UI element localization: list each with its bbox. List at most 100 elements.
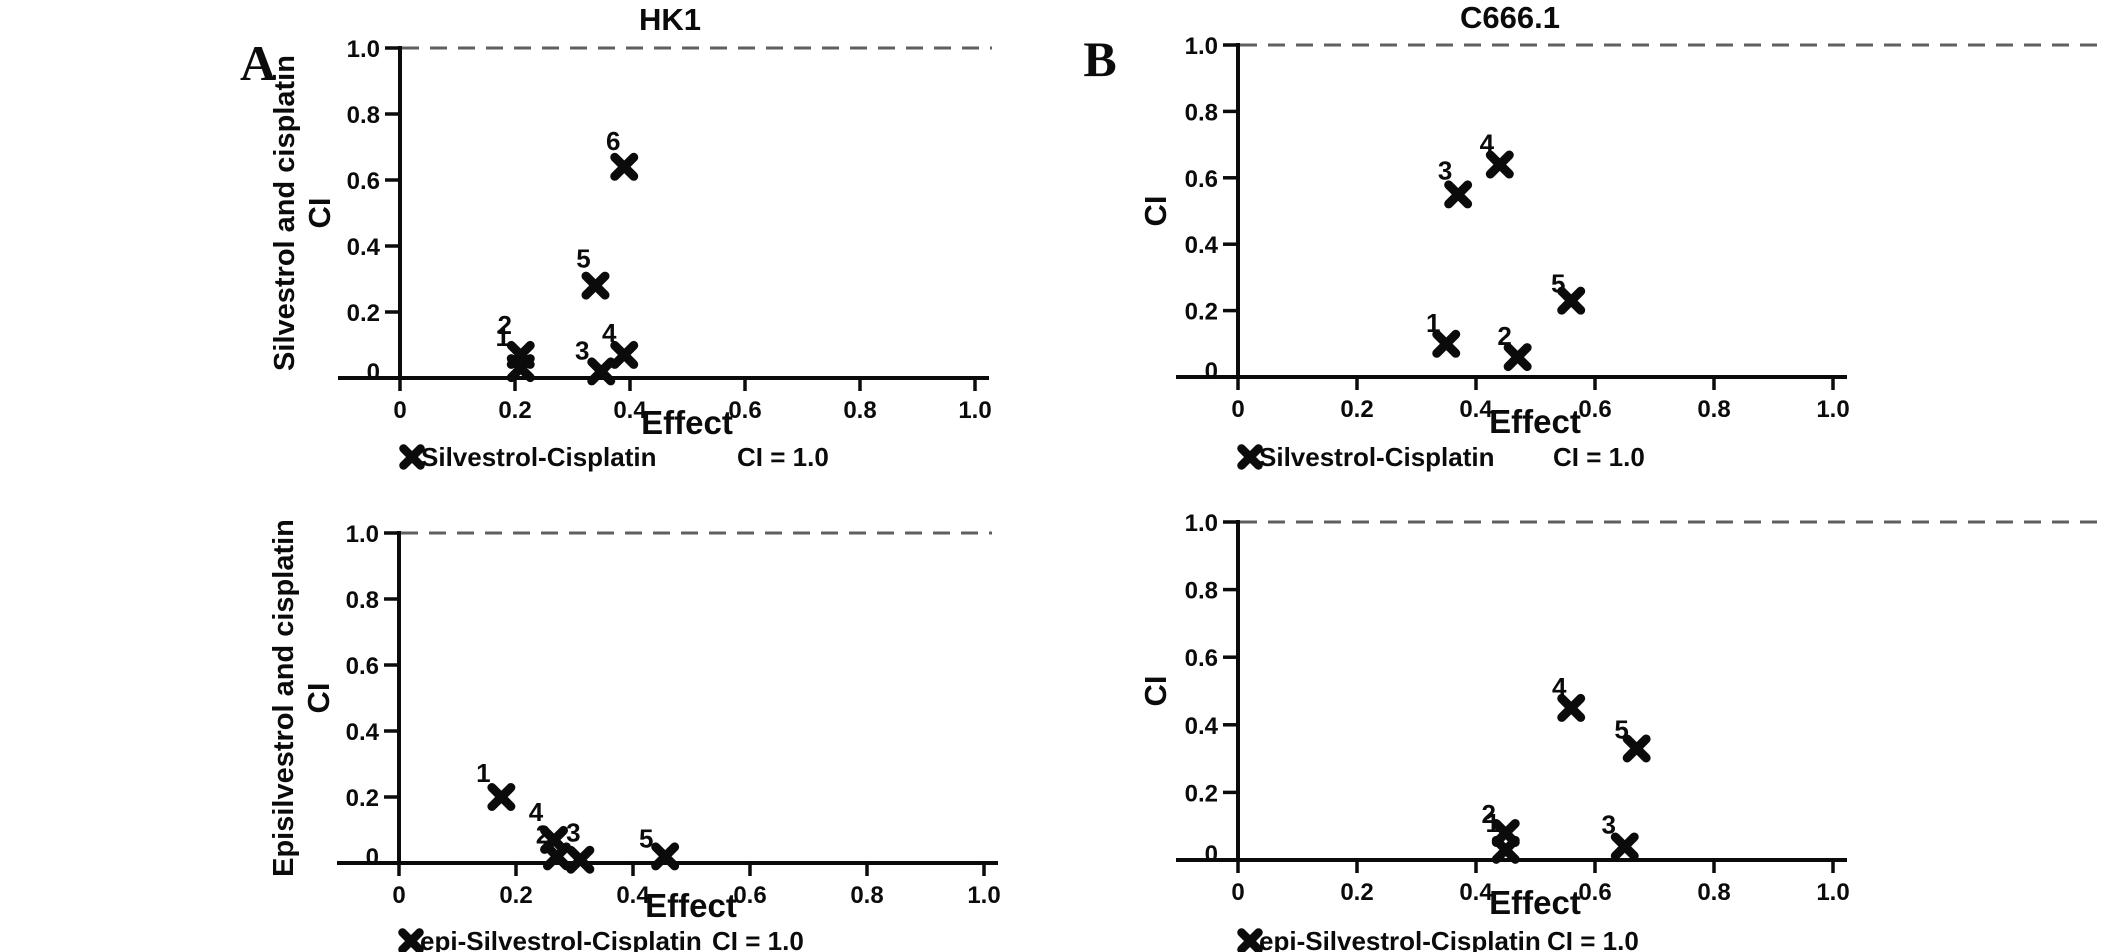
x-tick-label: 0.6 [1578,396,1611,423]
data-point-label: 2 [498,310,512,340]
legend-series-label: Silvestrol-Cisplatin [421,442,657,472]
data-point-label: 3 [566,818,580,848]
y-tick-label: 0.4 [1185,713,1219,740]
y-axis-label-ci: CI [302,198,337,229]
x-tick-label: 0.2 [1340,396,1373,423]
legend: epi-Silvestrol-Cisplatin CI = 1.0 [1237,926,1639,952]
x-tick-label: 0.4 [1459,879,1493,906]
x-tick-label: 0.4 [1459,396,1493,423]
panel-hk1-episilvestrol: 0 0.2 0.4 0.6 0.8 1.000.20.40.60.81.0EffectCI… [268,519,1001,952]
data-point-label: 6 [606,126,620,156]
data-point-label: 4 [1552,672,1567,702]
x-axis-label: Effect [641,404,733,441]
data-point-1: 1 [476,758,516,811]
x-tick-label: 0.4 [616,882,650,909]
x-tick-label: 0.2 [499,882,532,909]
legend-ci-label: CI = 1.0 [1553,442,1645,472]
y-tick-label: 0.4 [347,234,381,261]
x-tick-label: 0 [1231,396,1244,423]
data-point-label: 2 [1497,321,1511,351]
data-point-label: 5 [576,244,590,274]
panel-letter: B [1083,31,1116,87]
x-tick-label: 0.8 [843,397,876,424]
y-tick-label: 0 [1205,841,1218,868]
legend-x-cross-marker [399,444,425,470]
data-point-marker [1557,286,1586,315]
panel-letter: A [240,35,276,91]
x-tick-label: 1.0 [1816,879,1849,906]
data-point-label: 2 [1482,799,1496,829]
y-axis-label-ci: CI [1138,676,1173,707]
data-point-marker [1444,180,1473,209]
y-axis-label-ci: CI [301,683,336,714]
data-point-3: 3 [575,335,616,386]
data-point-marker [506,340,535,369]
y-tick-label: 0.8 [346,587,379,614]
legend-series-label: epi-Silvestrol-Cisplatin [420,926,702,952]
panel-c666-silvestrol: 0 0.2 0.4 0.6 0.8 1.0 0 0.2 0.4 0.6 0.8 1.0 C666.1 Ef… [1083,0,2100,472]
data-point-4: 4 [1480,129,1514,179]
chart-title: C666.1 [1460,0,1560,35]
x-tick-label: 1.0 [1816,396,1849,423]
legend-series-label: Silvestrol-Cisplatin [1259,442,1495,472]
data-point-4: 4 [602,318,639,369]
data-point-1: 1 [1426,308,1461,358]
y-tick-label: 0 [367,359,380,386]
legend: Silvestrol-Cisplatin CI = 1.0 [399,442,829,472]
data-point-5: 5 [1551,269,1586,315]
data-point-marker [1557,693,1586,722]
y-tick-label: 0.2 [347,300,380,327]
data-point-6: 6 [606,126,639,181]
data-point-5: 5 [639,823,680,871]
y-tick-label: 0.2 [1185,299,1218,326]
data-point-label: 5 [1614,714,1628,744]
data-point-label: 5 [1551,269,1565,299]
y-tick-label: 0.6 [347,168,380,195]
data-point-marker [610,340,639,369]
x-axis-label: Effect [645,887,737,924]
legend: Silvestrol-Cisplatin CI = 1.0 [1237,442,1645,472]
data-point-label: 3 [1438,155,1452,185]
y-tick-label: 1.0 [346,521,379,548]
y-tick-label: 0.8 [1185,99,1218,126]
legend-x-cross-marker [398,928,424,952]
x-tick-label: 0.2 [498,397,531,424]
data-point-2: 2 [1482,799,1520,847]
x-tick-label: 1.0 [967,882,1000,909]
data-point-label: 3 [575,335,589,365]
data-point-label: 5 [639,823,653,853]
x-tick-label: 0 [393,397,406,424]
panel-hk1-silvestrol: 0 0.2 0.4 0.6 0.8 1.0 0 0.2 0.4 0.6 0.8 1.0 HK1 Effec… [240,2,992,472]
data-point-4: 4 [1552,672,1586,722]
x-tick-label: 0.8 [1697,879,1730,906]
x-tick-label: 0 [392,882,405,909]
x-axis-label: Effect [1489,403,1581,440]
legend-ci-label: CI = 1.0 [737,442,829,472]
y-tick-label: 0.2 [1185,780,1218,807]
y-tick-label: 0.6 [1185,166,1218,193]
x-tick-label: 0.8 [1697,396,1730,423]
x-tick-label: 0.4 [613,397,647,424]
y-tick-label: 1.0 [1185,33,1218,60]
data-point-marker [540,825,569,854]
data-point-marker [1610,832,1639,861]
y-tick-label: 0.8 [347,102,380,129]
y-tick-label: 1.0 [347,36,380,63]
data-point-label: 4 [1480,129,1495,159]
x-axis-label: Effect [1489,884,1581,921]
data-point-2: 2 [498,310,535,369]
y-tick-label: 0.6 [1185,645,1218,672]
x-tick-label: 0.6 [1578,879,1611,906]
legend-x-cross-marker [1237,444,1263,470]
data-point-label: 1 [476,758,490,788]
y-tick-label: 0.6 [346,653,379,680]
data-point-marker [1491,818,1520,847]
data-point-label: 3 [1602,809,1616,839]
data-point-5: 5 [1614,714,1651,763]
data-point-marker [651,842,680,871]
data-point-marker [1432,329,1461,358]
data-point-marker [1485,150,1514,179]
y-tick-label: 0.2 [346,785,379,812]
